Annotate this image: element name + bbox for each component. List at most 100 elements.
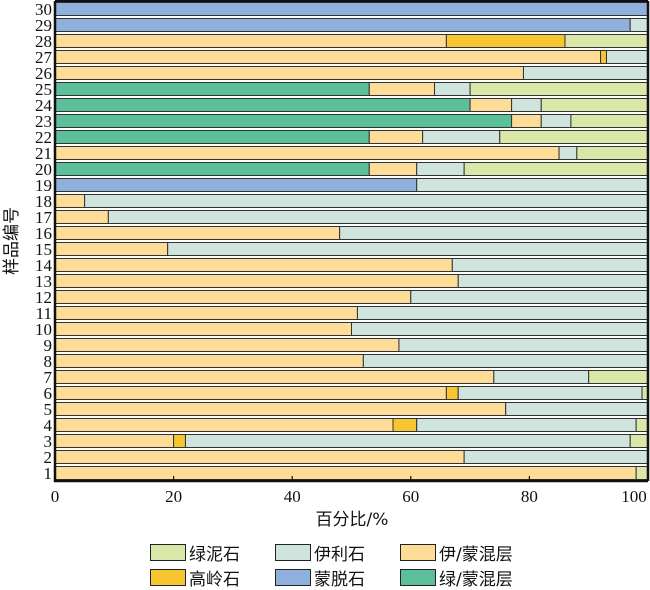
bar-segment bbox=[54, 274, 459, 288]
bar-row-23 bbox=[54, 114, 649, 128]
bar-segment bbox=[54, 258, 453, 272]
legend-item: 蒙脱石 bbox=[275, 565, 365, 590]
legend-item: 绿/蒙混层 bbox=[400, 565, 513, 590]
x-tick-label: 40 bbox=[284, 487, 301, 506]
bar-segment bbox=[84, 194, 649, 208]
bar-segment bbox=[558, 146, 578, 160]
y-tick-label: 16 bbox=[35, 224, 52, 243]
x-tick-label: 20 bbox=[165, 487, 182, 506]
legend-label: 伊/蒙混层 bbox=[439, 545, 513, 565]
bar-row-28 bbox=[54, 34, 649, 48]
bar-row-9 bbox=[54, 338, 649, 352]
y-tick-label: 5 bbox=[44, 400, 53, 419]
bar-row-11 bbox=[54, 306, 649, 320]
y-tick-label: 30 bbox=[35, 0, 52, 19]
bars-group bbox=[54, 1, 649, 481]
y-tick-label: 18 bbox=[35, 192, 52, 211]
bar-segment bbox=[368, 130, 424, 144]
y-tick-label: 17 bbox=[35, 208, 53, 227]
bar-segment bbox=[184, 434, 631, 448]
bar-segment bbox=[422, 130, 501, 144]
bar-segment bbox=[54, 354, 364, 368]
x-axis: 0 20 40 60 80 100 bbox=[51, 0, 650, 506]
bar-segment bbox=[457, 386, 643, 400]
bar-segment bbox=[469, 98, 513, 112]
bar-segment bbox=[54, 114, 513, 128]
y-tick-label: 11 bbox=[36, 304, 52, 323]
bar-segment bbox=[54, 402, 507, 416]
bar-row-30 bbox=[54, 2, 649, 16]
bar-segment bbox=[54, 306, 358, 320]
y-axis-title: 样品编号 bbox=[2, 207, 22, 275]
legend-label: 高岭石 bbox=[189, 570, 240, 590]
bar-segment bbox=[463, 450, 649, 464]
bar-segment bbox=[54, 2, 649, 16]
bar-segment bbox=[416, 418, 637, 432]
y-tick-label: 23 bbox=[35, 112, 52, 131]
x-axis-title: 百分比/% bbox=[316, 510, 389, 530]
legend-swatch bbox=[150, 544, 186, 561]
bar-segment bbox=[54, 322, 352, 336]
bar-segment bbox=[588, 370, 649, 384]
legend-swatch bbox=[400, 569, 436, 586]
y-tick-label: 14 bbox=[35, 256, 53, 275]
bar-segment bbox=[54, 226, 341, 240]
bar-segment bbox=[54, 386, 447, 400]
bar-row-4 bbox=[54, 418, 649, 432]
y-tick-label: 1 bbox=[44, 464, 53, 483]
bar-segment bbox=[54, 466, 637, 480]
bar-segment bbox=[605, 50, 649, 64]
legend-label: 绿/蒙混层 bbox=[439, 570, 513, 590]
bar-row-7 bbox=[54, 370, 649, 384]
bar-segment bbox=[54, 130, 370, 144]
bar-row-10 bbox=[54, 322, 649, 336]
bar-segment bbox=[493, 370, 590, 384]
bar-segment bbox=[54, 146, 560, 160]
bar-row-14 bbox=[54, 258, 649, 272]
bar-segment bbox=[54, 178, 418, 192]
legend-swatch bbox=[275, 544, 311, 561]
bar-segment bbox=[570, 114, 649, 128]
bar-segment bbox=[463, 162, 649, 176]
stacked-bar-chart: 1234567891011121314151617181920212223242… bbox=[2, 0, 650, 530]
bar-row-29 bbox=[54, 18, 649, 32]
bar-segment bbox=[368, 82, 436, 96]
legend-swatch bbox=[275, 569, 311, 586]
bar-segment bbox=[356, 306, 649, 320]
bar-segment bbox=[434, 82, 471, 96]
bar-row-24 bbox=[54, 98, 649, 112]
bar-row-25 bbox=[54, 82, 649, 96]
bar-segment bbox=[54, 98, 471, 112]
bar-segment bbox=[635, 418, 649, 432]
bar-row-20 bbox=[54, 162, 649, 176]
bar-segment bbox=[54, 290, 412, 304]
legend-label: 伊利石 bbox=[314, 545, 365, 565]
bar-segment bbox=[54, 338, 400, 352]
bar-row-27 bbox=[54, 50, 649, 64]
y-tick-label: 25 bbox=[35, 80, 52, 99]
bar-segment bbox=[600, 50, 607, 64]
bar-segment bbox=[54, 194, 86, 208]
y-tick-label: 6 bbox=[44, 384, 53, 403]
plot-area bbox=[55, 1, 648, 481]
legend-swatch bbox=[150, 569, 186, 586]
bar-segment bbox=[54, 66, 524, 80]
bar-row-3 bbox=[54, 434, 649, 448]
bar-segment bbox=[629, 434, 649, 448]
bar-segment bbox=[54, 18, 631, 32]
bar-segment bbox=[339, 226, 649, 240]
y-tick-label: 26 bbox=[35, 64, 52, 83]
x-tick-label: 100 bbox=[621, 487, 647, 506]
bar-segment bbox=[505, 402, 649, 416]
bar-segment bbox=[54, 450, 465, 464]
bar-segment bbox=[540, 98, 649, 112]
bar-segment bbox=[54, 162, 370, 176]
bar-segment bbox=[398, 338, 649, 352]
y-tick-label: 29 bbox=[35, 16, 52, 35]
x-tick-label: 60 bbox=[402, 487, 419, 506]
bar-segment bbox=[167, 242, 649, 256]
legend-item: 伊/蒙混层 bbox=[400, 540, 513, 565]
bar-segment bbox=[416, 162, 465, 176]
x-tick-label: 0 bbox=[51, 487, 60, 506]
bar-row-26 bbox=[54, 66, 649, 80]
